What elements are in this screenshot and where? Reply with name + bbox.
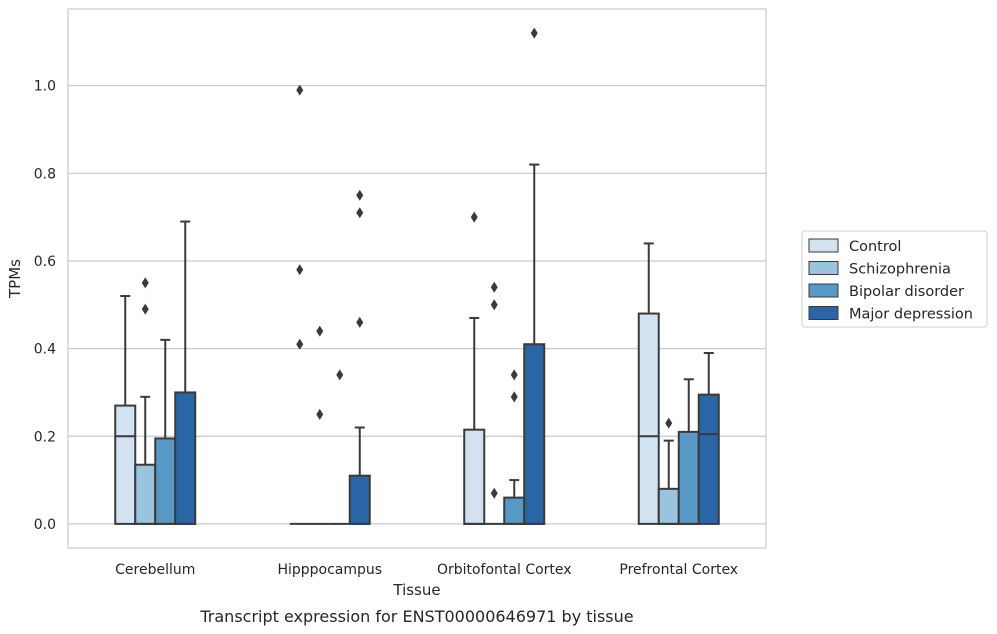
x-tick-label: Orbitofontal Cortex: [437, 562, 572, 578]
outlier-point: [296, 338, 304, 350]
box: [697, 351, 720, 525]
box: [677, 378, 700, 525]
legend: Control Schizophrenia Bipolar disorder Majo…: [801, 230, 988, 328]
outlier-point: [316, 325, 324, 337]
outlier-point: [490, 281, 498, 293]
y-tick-label: 0.6: [34, 254, 56, 270]
box: [154, 338, 177, 525]
box: [503, 369, 526, 525]
outlier-point: [316, 408, 324, 420]
x-tick-label: Prefrontal Cortex: [619, 562, 738, 578]
x-tick-label: Cerebellum: [115, 562, 195, 578]
box-body: [348, 474, 371, 525]
outlier-point: [296, 264, 304, 276]
outlier-point: [296, 84, 304, 96]
outlier-point: [510, 391, 518, 403]
outlier-point: [490, 487, 498, 499]
box: [348, 189, 371, 525]
y-tick-label: 0.0: [34, 517, 56, 533]
box-body: [657, 487, 680, 525]
y-tick-label: 1.0: [34, 79, 56, 95]
outlier-point: [356, 189, 364, 201]
box-body: [637, 312, 660, 525]
outlier-point: [356, 316, 364, 328]
box: [134, 277, 157, 525]
box: [329, 369, 350, 525]
x-tick-label: Hipppocampus: [277, 562, 382, 578]
legend-label: Control: [849, 239, 901, 255]
box: [484, 281, 505, 525]
box-body: [134, 463, 157, 525]
legend-label: Major depression: [849, 307, 973, 323]
outlier-point: [665, 417, 673, 429]
box: [637, 242, 660, 525]
boxes: [114, 27, 720, 525]
box-body: [523, 343, 546, 525]
legend-swatch: [808, 283, 839, 298]
box-body: [154, 437, 177, 525]
outlier-point: [141, 277, 149, 289]
outlier-point: [470, 211, 478, 223]
y-tick-label: 0.2: [34, 429, 56, 445]
outlier-point: [336, 369, 344, 381]
chart-caption: Transcript expression for ENST0000064697…: [199, 607, 633, 626]
outlier-point: [490, 299, 498, 311]
box-body: [463, 428, 486, 525]
legend-frame: [801, 230, 988, 328]
legend-swatch: [808, 261, 839, 275]
box: [463, 211, 486, 525]
y-tick-label: 0.8: [34, 166, 56, 182]
legend-label: Schizophrenia: [849, 262, 951, 278]
box-body: [503, 496, 526, 525]
legend-swatch: [808, 238, 839, 253]
outlier-point: [510, 369, 518, 381]
y-axis-ticks: 0.0 0.2 0.4 0.6 0.8 1.0: [34, 79, 56, 533]
box-body: [697, 393, 720, 525]
outlier-point: [141, 303, 149, 315]
y-axis-label: TPMs: [6, 259, 24, 299]
box: [114, 295, 137, 525]
y-tick-label: 0.4: [34, 342, 56, 358]
outlier-point: [530, 27, 538, 39]
box: [657, 417, 680, 525]
box-body: [677, 430, 700, 525]
x-axis-label: Tissue: [392, 581, 440, 599]
box: [174, 220, 197, 525]
box: [523, 27, 546, 525]
box-body: [114, 404, 137, 525]
box: [289, 84, 310, 525]
box-body: [174, 391, 197, 525]
legend-swatch: [808, 306, 839, 320]
legend-label: Bipolar disorder: [849, 284, 964, 300]
plot-frame: [67, 8, 767, 549]
outlier-point: [356, 207, 364, 219]
x-axis-ticks: Cerebellum Hipppocampus Orbitofontal Corte…: [115, 562, 738, 578]
box: [309, 325, 330, 525]
